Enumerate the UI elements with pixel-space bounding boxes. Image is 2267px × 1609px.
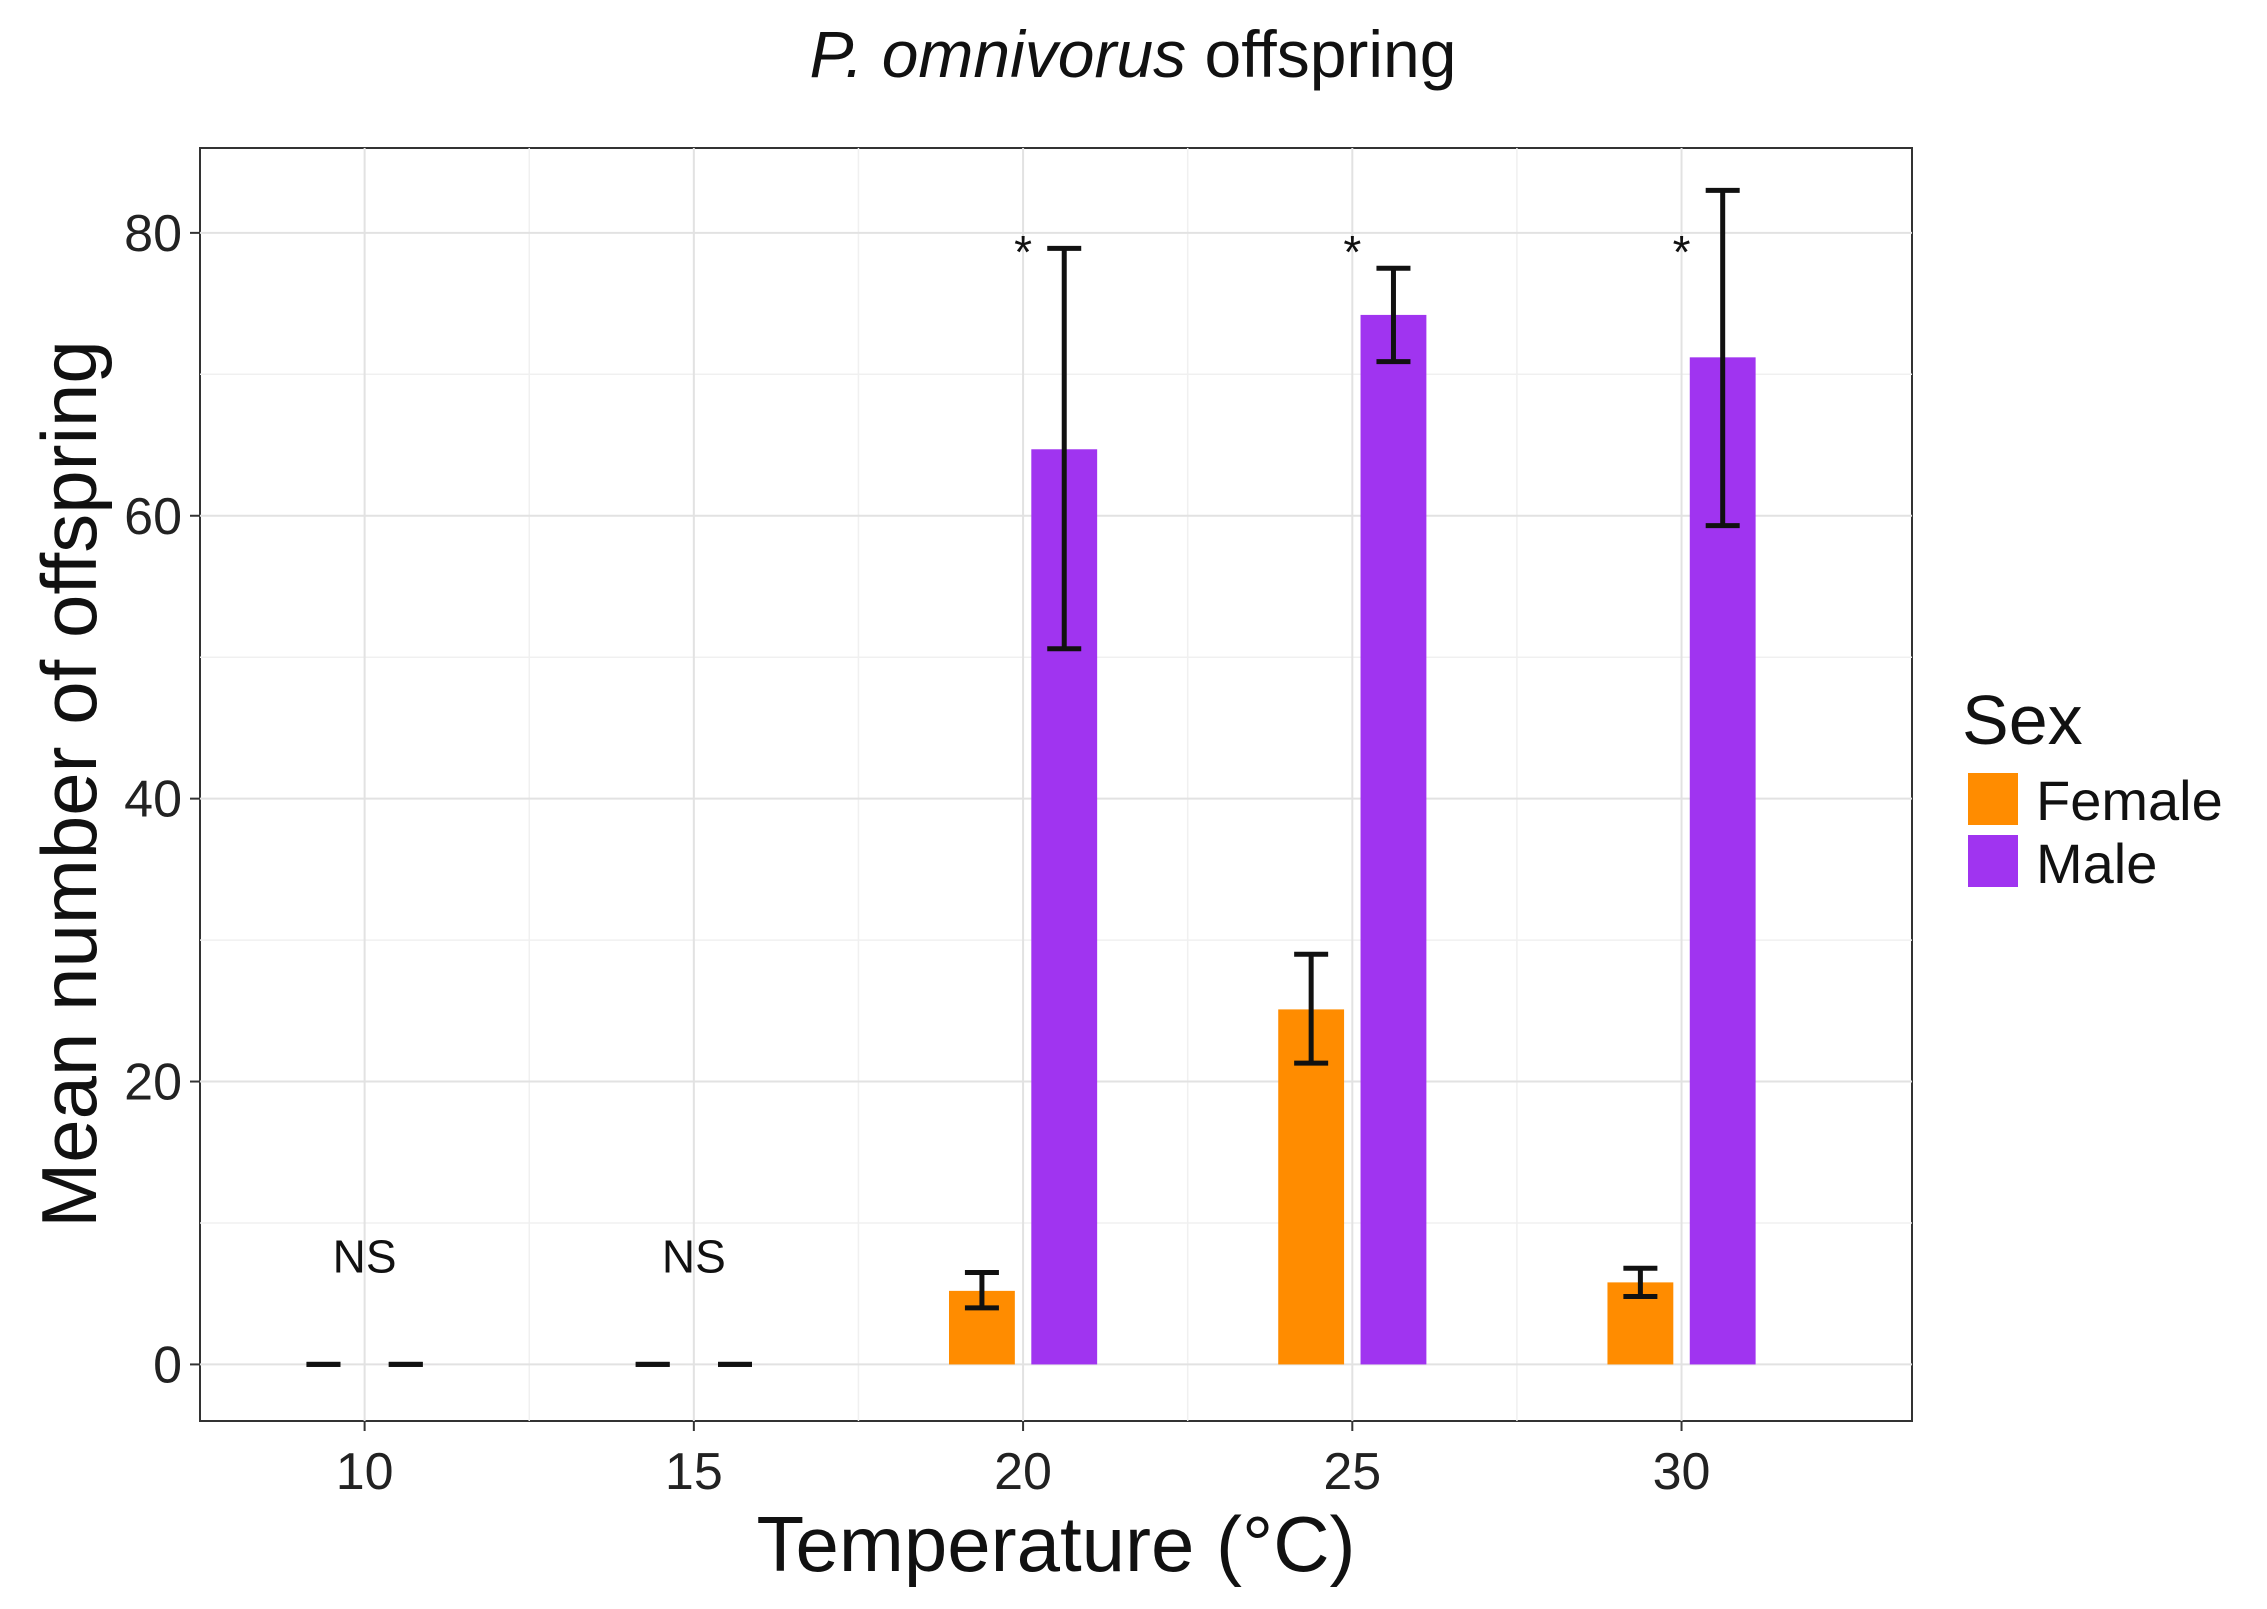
errorbar-male-25 — [1376, 265, 1411, 365]
annotation-20: * — [1014, 226, 1032, 278]
legend-swatch-female — [1968, 773, 2018, 825]
y-tick-layer: 0 20 40 60 80 — [124, 205, 200, 1394]
legend-label-female: Female — [2036, 769, 2223, 832]
y-axis-title: Mean number of offspring — [25, 340, 113, 1227]
x-tick-label: 30 — [1653, 1443, 1711, 1501]
y-tick-label: 80 — [124, 205, 182, 263]
x-tick-label: 20 — [994, 1443, 1052, 1501]
x-tick-label: 25 — [1323, 1443, 1381, 1501]
legend-label-male: Male — [2036, 832, 2157, 895]
y-tick-label: 40 — [124, 771, 182, 829]
chart-title: P. omnivorus offspring — [810, 17, 1457, 91]
errorbar-female-30 — [1623, 1265, 1658, 1300]
x-tick-label: 15 — [665, 1443, 723, 1501]
legend-swatch-male — [1968, 835, 2018, 887]
annotation-15: NS — [662, 1230, 726, 1282]
legend: Sex Female Male — [1962, 681, 2223, 895]
annotation-25: * — [1343, 226, 1361, 278]
bar-female-25 — [1278, 1009, 1345, 1365]
annotation-30: * — [1673, 226, 1691, 278]
chart-title-italic: P. omnivorus — [810, 17, 1187, 91]
errorbar-female-20 — [964, 1269, 999, 1311]
x-tick-label: 10 — [336, 1443, 394, 1501]
bar-male-25 — [1360, 314, 1427, 1365]
errorbar-layer — [306, 187, 1740, 1367]
errorbar-male-20 — [1047, 245, 1082, 652]
y-tick-label: 20 — [124, 1054, 182, 1112]
y-tick-label: 0 — [153, 1336, 182, 1394]
y-tick-label: 60 — [124, 488, 182, 546]
errorbar-female-25 — [1294, 951, 1329, 1066]
x-axis-title: Temperature (°C) — [756, 1500, 1355, 1588]
errorbar-male-30 — [1705, 187, 1740, 529]
chart-title-regular: offspring — [1186, 17, 1456, 91]
legend-title: Sex — [1962, 681, 2083, 759]
annotation-10: NS — [333, 1230, 397, 1282]
annotation-layer: NS NS * * * — [333, 226, 1691, 1282]
x-tick-layer: 10 15 20 25 30 — [336, 1421, 1711, 1501]
bars-layer — [290, 314, 1756, 1365]
